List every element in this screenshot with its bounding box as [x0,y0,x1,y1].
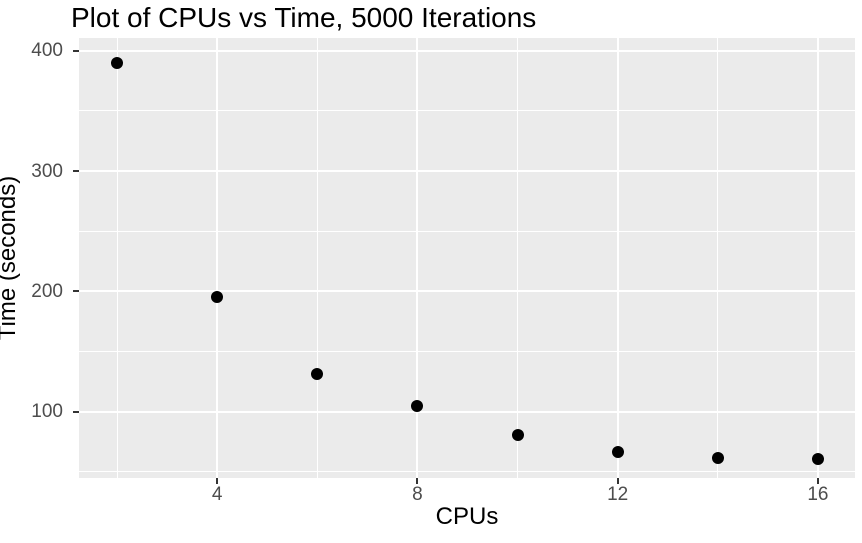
data-point [211,291,224,304]
x-major-gridline [216,38,219,478]
x-minor-gridline [717,38,719,478]
y-major-gridline [79,49,855,52]
y-axis-title: Time (seconds) [0,175,21,341]
plot-panel [79,38,855,478]
x-tick-mark [216,478,219,484]
data-point [511,428,524,441]
data-point [711,451,724,464]
y-minor-gridline [79,351,855,353]
data-point [111,56,124,69]
y-major-gridline [79,290,855,293]
x-tick-label: 16 [807,484,829,505]
y-tick-label: 400 [31,40,63,62]
y-tick-mark [73,410,79,413]
y-minor-gridline [79,230,855,232]
x-major-gridline [416,38,419,478]
data-point [811,452,824,465]
x-minor-gridline [116,38,118,478]
y-tick-mark [73,290,79,293]
x-tick-label: 8 [412,484,423,505]
y-tick-mark [73,49,79,52]
x-major-gridline [616,38,619,478]
x-minor-gridline [517,38,519,478]
data-point [411,399,424,412]
plot-title: Plot of CPUs vs Time, 5000 Iterations [71,2,537,33]
x-tick-label: 4 [211,484,223,505]
y-major-gridline [79,170,855,173]
x-tick-mark [616,478,619,484]
y-tick-label: 100 [31,401,63,423]
x-tick-mark [416,478,419,484]
data-point [611,445,624,458]
x-tick-label: 12 [607,484,629,505]
y-tick-label: 200 [31,280,63,302]
data-point [311,368,324,381]
x-minor-gridline [316,38,318,478]
y-tick-mark [73,170,79,173]
y-major-gridline [79,410,855,413]
x-major-gridline [816,38,819,478]
y-minor-gridline [79,110,855,112]
x-axis-title: CPUs [435,503,499,530]
y-tick-label: 300 [31,160,63,182]
y-minor-gridline [79,471,855,473]
x-tick-mark [816,478,819,484]
